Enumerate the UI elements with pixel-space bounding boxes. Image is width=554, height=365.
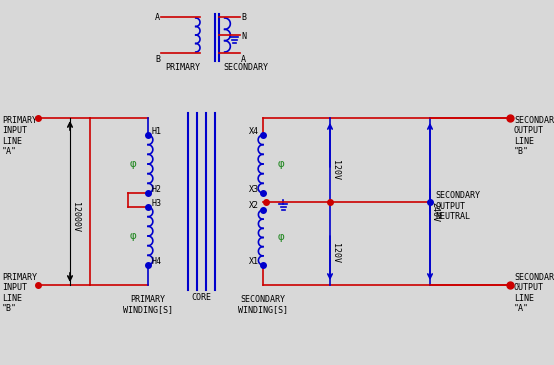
Text: X4: X4 <box>249 127 259 135</box>
Text: X2: X2 <box>249 201 259 211</box>
Text: SECONDARY: SECONDARY <box>223 63 268 72</box>
Text: PRIMARY
INPUT
LINE
"A": PRIMARY INPUT LINE "A" <box>2 116 37 156</box>
Text: 120V: 120V <box>331 243 340 263</box>
Text: SECONDARY
OUTPUT
LINE
"B": SECONDARY OUTPUT LINE "B" <box>514 116 554 156</box>
Text: SECONDARY
OUTPUT
NEUTRAL: SECONDARY OUTPUT NEUTRAL <box>435 192 480 221</box>
Text: PRIMARY: PRIMARY <box>165 63 200 72</box>
Text: SECONDARY
OUTPUT
LINE
"A": SECONDARY OUTPUT LINE "A" <box>514 273 554 313</box>
Text: B: B <box>241 13 246 22</box>
Text: H4: H4 <box>152 257 162 265</box>
Text: PRIMARY
INPUT
LINE
"B": PRIMARY INPUT LINE "B" <box>2 273 37 313</box>
Text: B: B <box>155 55 160 64</box>
Text: φ: φ <box>130 231 136 241</box>
Text: CORE: CORE <box>192 293 212 302</box>
Text: SECONDARY
WINDING[S]: SECONDARY WINDING[S] <box>238 295 288 314</box>
Text: N: N <box>241 32 246 41</box>
Text: φ: φ <box>278 233 284 242</box>
Text: X3: X3 <box>249 184 259 193</box>
Text: A: A <box>155 13 160 22</box>
Text: φ: φ <box>278 159 284 169</box>
Text: H1: H1 <box>152 127 162 135</box>
Text: 12000V: 12000V <box>70 201 80 231</box>
Text: H3: H3 <box>152 199 162 207</box>
Text: 120V: 120V <box>331 160 340 180</box>
Text: PRIMARY
WINDING[S]: PRIMARY WINDING[S] <box>123 295 173 314</box>
Text: X1: X1 <box>249 257 259 265</box>
Text: H2: H2 <box>152 184 162 193</box>
Text: 240V: 240V <box>430 201 439 222</box>
Text: A: A <box>241 55 246 64</box>
Text: φ: φ <box>130 159 136 169</box>
